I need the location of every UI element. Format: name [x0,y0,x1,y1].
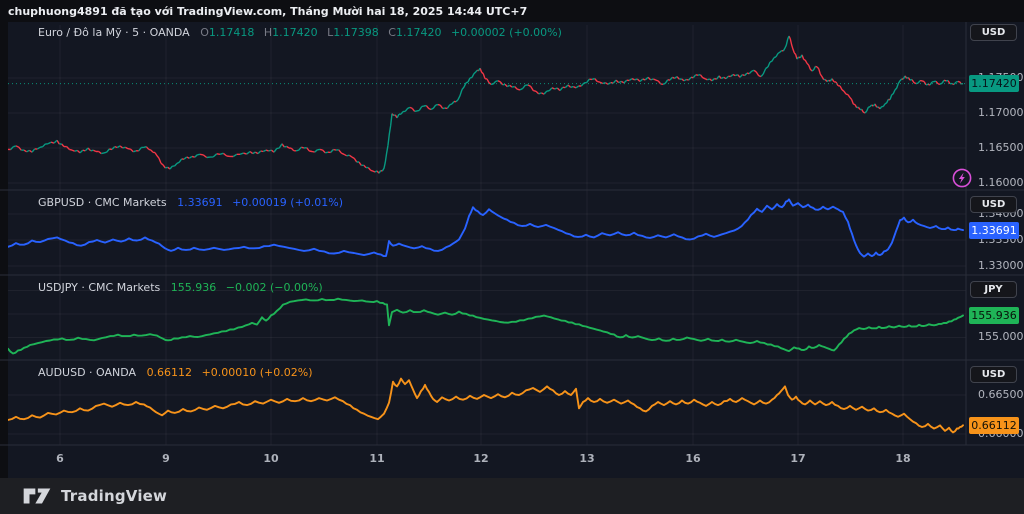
attribution-text: chuphuong4891 đã tạo với TradingView.com… [8,4,528,18]
current-price-badge-audusd: 0.66112 [969,416,1019,434]
tradingview-logo-icon[interactable] [22,486,52,506]
current-price-badge-gbpusd: 1.33691 [969,221,1019,239]
legend-eurusd[interactable]: Euro / Đô la Mỹ · 5 · OANDA O1.17418 H1.… [38,26,562,40]
symbol-title: Euro / Đô la Mỹ · 5 · OANDA [38,26,190,39]
attribution-bar: chuphuong4891 đã tạo với TradingView.com… [0,0,1024,22]
symbol-title: USDJPY · CMC Markets [38,281,161,294]
time-axis-label: 6 [56,452,64,465]
time-axis-label: 13 [579,452,595,465]
ohlc-low-value: 1.17398 [333,26,379,39]
ohlc-open-value: 1.17418 [208,26,255,39]
currency-button-eurusd[interactable]: USD [970,24,1017,41]
time-axis-label: 17 [790,452,806,465]
boost-icon[interactable] [951,167,973,189]
ohlc-low-key: L [327,26,334,39]
last-value: 0.66112 [146,366,193,379]
price-axis-label: 155.000 [978,330,1024,344]
change-value: +0.00019 (+0.01%) [232,196,344,209]
price-axis-label: 1.33000 [978,259,1024,272]
time-axis-label: 10 [263,452,279,465]
price-axis-label: 1.17000 [978,106,1024,119]
legend-audusd[interactable]: AUDUSD · OANDA 0.66112 +0.00010 (+0.02%) [38,366,313,380]
time-axis-label: 16 [685,452,701,465]
change-value: +0.00010 (+0.02%) [201,366,313,379]
change-value: +0.00002 (+0.00%) [450,26,562,39]
currency-button-audusd[interactable]: USD [970,366,1017,383]
ohlc-high-key: H [263,26,273,39]
currency-button-gbpusd[interactable]: USD [970,196,1017,213]
ohlc-close-key: C [388,26,396,39]
price-axis-label: 0.66500 [978,388,1024,401]
ohlc-high-value: 1.17420 [272,26,318,39]
last-value: 155.936 [170,281,217,294]
price-axis-label: 1.16000 [978,176,1024,189]
current-price-badge-eurusd: 1.17420 [969,75,1019,93]
currency-button-usdjpy[interactable]: JPY [970,281,1017,298]
current-price-badge-usdjpy: 155.936 [969,307,1019,324]
last-value: 1.33691 [177,196,223,209]
time-axis-label: 12 [473,452,489,465]
legend-gbpusd[interactable]: GBPUSD · CMC Markets 1.33691 +0.00019 (+… [38,196,343,210]
ohlc-close-value: 1.17420 [395,26,442,39]
change-value: −0.002 (−0.00%) [225,281,323,294]
brand-name[interactable]: TradingView [61,487,168,505]
ohlc-open-key: O [200,26,209,39]
time-axis-label: 9 [162,452,170,465]
footer-bar: TradingView [0,478,1024,514]
price-axis-label: 1.16500 [978,141,1024,154]
chart-background [8,22,1024,478]
time-axis-label: 11 [369,452,385,465]
symbol-title: GBPUSD · CMC Markets [38,196,167,209]
symbol-title: AUDUSD · OANDA [38,366,137,379]
time-axis-label: 18 [895,452,911,465]
legend-usdjpy[interactable]: USDJPY · CMC Markets 155.936 −0.002 (−0.… [38,281,323,295]
